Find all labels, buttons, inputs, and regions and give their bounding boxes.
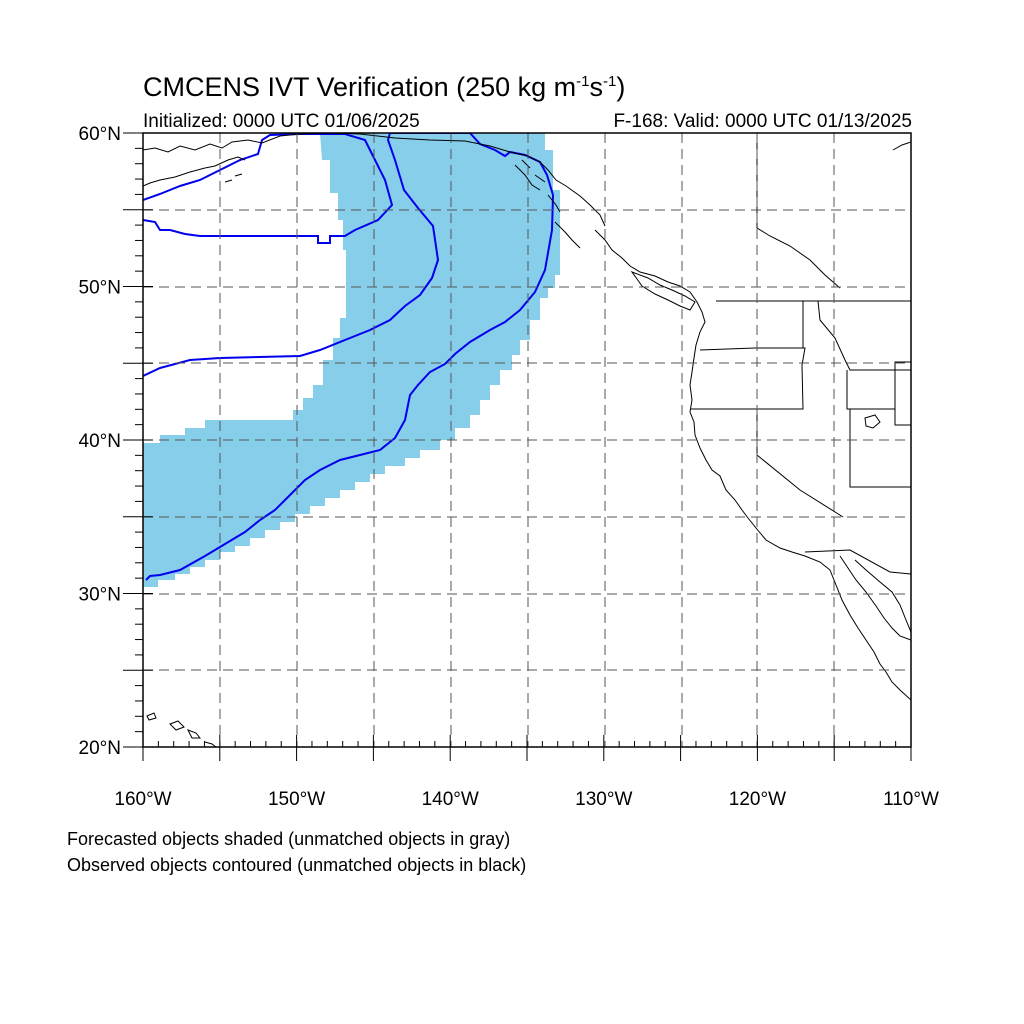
- lon-label: 120°W: [729, 789, 786, 810]
- lon-label: 130°W: [575, 789, 632, 810]
- vancouver-island-coast: [630, 270, 696, 311]
- mainland-mexico-coast: [854, 559, 911, 633]
- figure-title: CMCENS IVT Verification (250 kg m-1s-1): [143, 72, 626, 102]
- baja-california-coast: [829, 569, 911, 701]
- init-time-label: Initialized: 0000 UTC 01/06/2025: [143, 111, 420, 132]
- lat-label: 20°N: [79, 738, 121, 759]
- valid-time-label: F-168: Valid: 0000 UTC 01/13/2025: [613, 111, 912, 132]
- hawaii-islands: [146, 712, 217, 747]
- pacific-nw-coastline: [594, 229, 831, 571]
- great-salt-lake: [864, 414, 881, 429]
- alaska-peninsula-coast: [143, 156, 246, 187]
- lat-label: 50°N: [79, 278, 121, 299]
- se-alaska-islands: [224, 159, 581, 249]
- axis-ticks: [123, 132, 912, 761]
- state-boundaries: [690, 300, 911, 575]
- legend-notes: Forecasted objects shaded (unmatched obj…: [67, 826, 526, 878]
- graticule: [143, 133, 911, 747]
- lat-label: 30°N: [79, 585, 121, 606]
- forecast-note: Forecasted objects shaded (unmatched obj…: [67, 829, 511, 849]
- latitude-labels: 60°N 50°N 40°N 30°N 20°N: [79, 124, 121, 759]
- observed-note: Observed objects contoured (unmatched ob…: [67, 855, 527, 875]
- lon-label: 140°W: [422, 789, 479, 810]
- lon-label: 110°W: [883, 789, 939, 810]
- alaska-coastline: [143, 133, 606, 227]
- far-east-coast-fragment: [892, 141, 911, 151]
- lat-label: 60°N: [79, 124, 121, 145]
- forecast-object-shading: [143, 133, 560, 587]
- canada-interior-line: [756, 133, 841, 289]
- lon-label: 150°W: [268, 789, 325, 810]
- gulf-california-coast: [839, 555, 911, 641]
- observed-contour-a: [143, 133, 394, 244]
- lat-label: 40°N: [79, 431, 121, 452]
- lon-label: 160°W: [114, 789, 171, 810]
- observed-contour-b: [143, 133, 555, 581]
- longitude-labels: 160°W 150°W 140°W 130°W 120°W 110°W: [114, 789, 939, 810]
